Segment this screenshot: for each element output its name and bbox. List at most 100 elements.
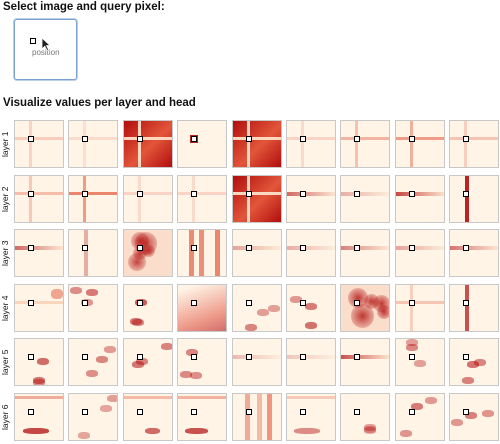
query-pixel-marker (463, 190, 470, 197)
query-pixel-marker (191, 190, 198, 197)
attention-map-layer-3-head-8[interactable] (394, 229, 445, 277)
attention-map-layer-4-head-5[interactable] (231, 283, 282, 332)
query-pixel-marker (28, 245, 34, 251)
input-image-thumbnail[interactable]: position (14, 19, 77, 80)
layer-label: layer 2 (0, 185, 10, 212)
query-pixel-marker (82, 245, 89, 251)
attention-map-layer-5-head-4[interactable] (177, 338, 228, 386)
attention-map-layer-2-head-3[interactable] (122, 174, 173, 223)
attention-map-layer-5-head-7[interactable] (340, 338, 391, 386)
query-pixel-marker (300, 354, 306, 360)
attention-map-layer-6-head-2[interactable] (68, 392, 119, 441)
attention-map-layer-4-head-6[interactable] (286, 283, 336, 332)
attention-map-layer-2-head-1[interactable] (14, 174, 64, 223)
query-pixel-marker (463, 408, 470, 415)
query-pixel-marker (463, 354, 470, 360)
attention-map-layer-1-head-3[interactable] (122, 120, 173, 168)
query-pixel-marker (136, 136, 143, 142)
attention-map-layer-3-head-2[interactable] (68, 229, 119, 277)
query-pixel-marker (408, 136, 415, 142)
attention-map-layer-3-head-4[interactable] (177, 229, 228, 277)
attention-map-layer-2-head-8[interactable] (394, 174, 445, 223)
mouse-cursor-icon (41, 37, 51, 51)
query-pixel-marker (82, 299, 89, 306)
attention-map-layer-5-head-8[interactable] (394, 338, 445, 386)
query-pixel-marker (408, 190, 415, 197)
query-pixel-marker[interactable] (30, 38, 36, 44)
attention-map-layer-2-head-7[interactable] (340, 174, 391, 223)
attention-map-layer-5-head-5[interactable] (231, 338, 282, 386)
select-section-heading: Select image and query pixel: (3, 1, 165, 13)
query-pixel-marker (82, 190, 89, 197)
query-pixel-marker (191, 299, 198, 306)
attention-map-layer-1-head-5[interactable] (231, 120, 282, 168)
attention-map-layer-2-head-5[interactable] (231, 174, 282, 223)
visualize-section-heading: Visualize values per layer and head (3, 97, 196, 109)
attention-map-layer-5-head-2[interactable] (68, 338, 119, 386)
attention-map-layer-2-head-9[interactable] (449, 174, 500, 223)
attention-map-layer-4-head-9[interactable] (449, 283, 500, 332)
query-pixel-marker (300, 299, 306, 306)
query-pixel-marker (300, 408, 306, 415)
query-pixel-marker (136, 299, 143, 306)
attention-map-layer-5-head-1[interactable] (14, 338, 64, 386)
attention-map-layer-1-head-9[interactable] (449, 120, 500, 168)
attention-map-layer-4-head-7[interactable] (340, 283, 391, 332)
query-pixel-marker (354, 408, 361, 415)
attention-map-layer-5-head-6[interactable] (286, 338, 336, 386)
query-pixel-marker (245, 354, 252, 360)
query-pixel-marker (463, 245, 470, 251)
attention-map-layer-5-head-3[interactable] (122, 338, 173, 386)
query-pixel-marker (191, 408, 198, 415)
attention-map-layer-3-head-9[interactable] (449, 229, 500, 277)
attention-map-layer-5-head-9[interactable] (449, 338, 500, 386)
attention-map-layer-2-head-2[interactable] (68, 174, 119, 223)
query-pixel-marker (136, 190, 143, 197)
layer-label: layer 5 (0, 349, 10, 375)
query-pixel-marker (245, 245, 252, 251)
attention-map-layer-3-head-1[interactable] (14, 229, 64, 277)
attention-map-layer-3-head-5[interactable] (231, 229, 282, 277)
attention-map-layer-3-head-6[interactable] (286, 229, 336, 277)
query-pixel-marker (82, 354, 89, 360)
query-pixel-marker (136, 245, 143, 251)
attention-map-layer-4-head-3[interactable] (122, 283, 173, 332)
query-pixel-marker (28, 190, 34, 197)
attention-map-layer-6-head-9[interactable] (449, 392, 500, 441)
attention-map-layer-6-head-7[interactable] (340, 392, 391, 441)
attention-map-layer-4-head-4[interactable] (177, 283, 228, 332)
attention-map-layer-6-head-1[interactable] (14, 392, 64, 441)
attention-map-layer-1-head-7[interactable] (340, 120, 391, 168)
attention-map-layer-1-head-8[interactable] (394, 120, 445, 168)
attention-map-layer-2-head-6[interactable] (286, 174, 336, 223)
attention-map-layer-4-head-8[interactable] (394, 283, 445, 332)
attention-map-layer-4-head-1[interactable] (14, 283, 64, 332)
attention-map-layer-6-head-5[interactable] (231, 392, 282, 441)
input-image-label: position (32, 48, 60, 57)
attention-map-layer-6-head-4[interactable] (177, 392, 228, 441)
query-pixel-marker (408, 299, 415, 306)
attention-map-layer-6-head-8[interactable] (394, 392, 445, 441)
query-pixel-marker (354, 190, 361, 197)
layer-label: layer 6 (0, 403, 10, 430)
query-pixel-marker (354, 299, 361, 306)
attention-map-layer-2-head-4[interactable] (177, 174, 228, 223)
attention-map-layer-1-head-2[interactable] (68, 120, 119, 168)
attention-map-layer-6-head-3[interactable] (122, 392, 173, 441)
query-pixel-marker (354, 354, 361, 360)
attention-map-layer-1-head-1[interactable] (14, 120, 64, 168)
query-pixel-marker (408, 354, 415, 360)
attention-map-layer-1-head-6[interactable] (286, 120, 336, 168)
query-pixel-marker (28, 408, 34, 415)
attention-map-layer-4-head-2[interactable] (68, 283, 119, 332)
attention-map-layer-3-head-7[interactable] (340, 229, 391, 277)
query-pixel-marker (191, 245, 198, 251)
query-pixel-marker (245, 408, 252, 415)
attention-map-layer-6-head-6[interactable] (286, 392, 336, 441)
attention-map-layer-1-head-4[interactable] (177, 120, 228, 168)
query-pixel-marker (354, 136, 361, 142)
attention-map-layer-3-head-3[interactable] (122, 229, 173, 277)
query-pixel-marker (82, 408, 89, 415)
query-pixel-marker (354, 245, 361, 251)
query-pixel-marker (82, 136, 89, 142)
